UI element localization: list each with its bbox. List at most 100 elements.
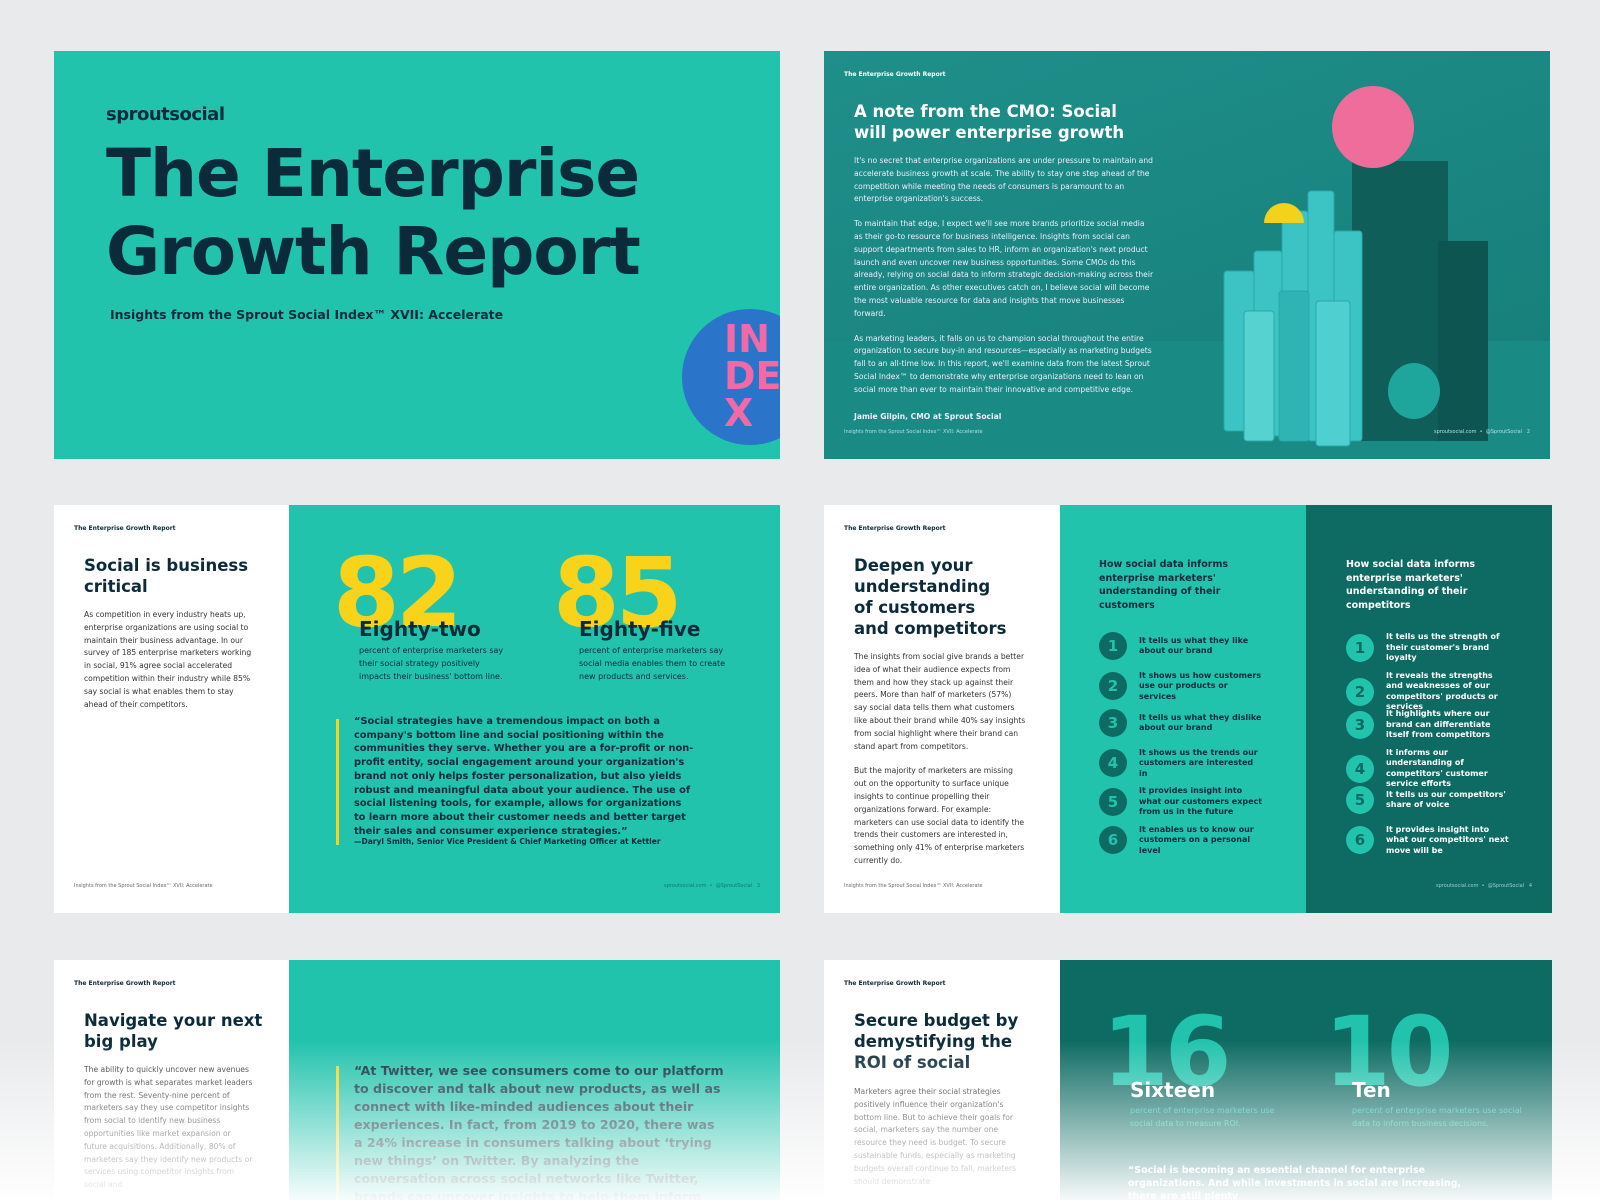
list-item: 2 It shows us how customers use our produ…: [1099, 671, 1264, 703]
item-number: 6: [1099, 826, 1127, 855]
quote: “Social is becoming an essential channel…: [1128, 1165, 1462, 1200]
stat-word: Eighty-two: [359, 617, 481, 641]
badge-line: DE: [724, 354, 780, 398]
item-number: 2: [1099, 672, 1127, 701]
cmo-page: The Enterprise Growth Report A note from…: [824, 51, 1550, 459]
page-header: The Enterprise Growth Report: [74, 980, 176, 987]
signature: Jamie Gilpin, CMO at Sprout Social: [854, 411, 1002, 421]
list-item: 6 It enables us to know our customers on …: [1099, 825, 1264, 857]
stat-panel: 82 Eighty-two percent of enterprise mark…: [289, 505, 780, 913]
illustration: [824, 86, 1550, 459]
list-item: 3 It highlights where our brand can diffe…: [1346, 709, 1511, 741]
attribution: —Daryl Smith, Senior Vice President & Ch…: [354, 837, 661, 846]
footer-right: sproutsocial.com • @SproutSocial 2: [1434, 429, 1530, 435]
item-text: It reveals the strengths and weaknesses …: [1386, 670, 1498, 712]
quote: “Social strategies have a tremendous imp…: [354, 716, 694, 837]
budget-page: The Enterprise Growth Report Secure budg…: [824, 960, 1552, 1200]
page-title: Secure budget by demystifying the ROI of…: [854, 1011, 1019, 1072]
item-number: 5: [1099, 787, 1127, 816]
quote: “At Twitter, we see consumers come to ou…: [354, 1063, 724, 1200]
item-number: 5: [1346, 786, 1374, 814]
list-item: 6 It provides insight into what our compe…: [1346, 825, 1511, 857]
list-item: 3 It tells us what they dislike about our…: [1099, 709, 1264, 737]
paragraph: But the majority of marketers are missin…: [854, 766, 1025, 865]
item-text: It provides insight into what our custom…: [1139, 786, 1263, 816]
stat-desc: percent of enterprise marketers use soci…: [1130, 1106, 1275, 1128]
stat-number: 85: [553, 537, 683, 649]
page-title: Social is business critical: [84, 556, 249, 596]
stat-word: Eighty-five: [579, 617, 701, 641]
item-number: 4: [1346, 754, 1374, 783]
body-text: As competition in every industry heats u…: [84, 610, 252, 709]
item-number: 4: [1099, 749, 1127, 778]
item-text: It tells us the strength of their custom…: [1386, 632, 1500, 662]
badge: [682, 309, 780, 445]
item-text: It shows us the trends our customers are…: [1139, 747, 1258, 778]
paragraph: As marketing leaders, it falls on us to …: [854, 333, 1152, 394]
page-title: A note from the CMO: Social will power e…: [854, 102, 1125, 142]
list-item: 2 It reveals the strengths and weaknesses…: [1346, 671, 1511, 713]
list-item: 5 It tells us our competitors' share of v…: [1346, 786, 1511, 814]
badge-text: IN DE X: [724, 320, 780, 435]
body-text: Marketers agree their social strategies …: [854, 1087, 1017, 1186]
column-heading: How social data informs enterprise marke…: [1099, 559, 1228, 611]
paragraphs: It's no secret that enterprise organizat…: [854, 155, 1154, 423]
list-item: 1 It tells us what they like about our br…: [1099, 632, 1264, 660]
page-title: Navigate your next big play: [84, 1011, 263, 1051]
footer-right: sproutsocial.com • @SproutSocial 4: [1436, 883, 1532, 889]
list-item: 4 It shows us the trends our customers ar…: [1099, 748, 1264, 780]
item-text: It enables us to know our customers on a…: [1139, 824, 1254, 855]
page-title: Deepen your understanding of customers a…: [854, 556, 1007, 638]
paragraph: To maintain that edge, I expect we'll se…: [854, 219, 1154, 318]
item-text: It tells us what they dislike about our …: [1139, 712, 1262, 733]
cover-page: sproutsocial The Enterprise Growth Report…: [54, 51, 780, 459]
stat-panel: 16 Sixteen percent of enterprise markete…: [1060, 960, 1552, 1200]
item-text: It informs our understanding of competit…: [1386, 747, 1488, 789]
page-header: The Enterprise Growth Report: [844, 525, 946, 532]
column-heading: How social data informs enterprise marke…: [1346, 559, 1475, 611]
list-item: 5 It provides insight into what our custo…: [1099, 786, 1264, 818]
footer-left: Insights from the Sprout Social Index™ X…: [74, 883, 213, 889]
item-number: 1: [1099, 632, 1127, 660]
footer-right: sproutsocial.com • @SproutSocial 3: [664, 883, 760, 889]
paragraph: The insights from social give brands a b…: [854, 652, 1026, 751]
stat-word: Ten: [1352, 1078, 1391, 1102]
quote-bar: [336, 1066, 339, 1200]
stat-number: 82: [333, 537, 463, 649]
brand: sproutsocial: [106, 104, 225, 125]
item-text: It tells us what they like about our bra…: [1139, 635, 1249, 656]
page-header: The Enterprise Growth Report: [844, 980, 946, 987]
badge-line: X: [724, 391, 754, 435]
item-text: It shows us how customers use our produc…: [1139, 670, 1262, 701]
deepen-page: The Enterprise Growth Report Deepen your…: [824, 505, 1552, 913]
list-item: 1 It tells us the strength of their custo…: [1346, 632, 1511, 664]
quote-bar: [336, 719, 339, 845]
body-text: The ability to quickly uncover new avenu…: [84, 1065, 253, 1190]
item-text: It tells us our competitors' share of vo…: [1386, 789, 1506, 810]
title-line: Growth Report: [106, 213, 641, 290]
footer-left: Insights from the Sprout Social Index™ X…: [844, 883, 983, 889]
footer-left: Insights from the Sprout Social Index™ X…: [844, 429, 983, 435]
item-text: It highlights where our brand can differ…: [1386, 709, 1491, 739]
paragraph: It's no secret that enterprise organizat…: [854, 156, 1153, 204]
item-number: 3: [1099, 709, 1127, 737]
item-number: 6: [1346, 826, 1374, 855]
critical-page: The Enterprise Growth Report Social is b…: [54, 505, 780, 913]
paragraphs: The insights from social give brands a b…: [854, 651, 1026, 868]
list-item: 4 It informs our understanding of competi…: [1346, 748, 1511, 790]
item-text: It provides insight into what our compet…: [1386, 824, 1509, 855]
stat-desc: percent of enterprise marketers say soci…: [579, 646, 726, 681]
item-number: 2: [1346, 677, 1374, 706]
item-number: 1: [1346, 633, 1374, 662]
page-header: The Enterprise Growth Report: [74, 525, 176, 532]
cover-subtitle: Insights from the Sprout Social Index™ X…: [110, 307, 504, 322]
next-play-page: The Enterprise Growth Report Navigate yo…: [54, 960, 780, 1200]
badge-line: IN: [724, 317, 770, 361]
page-header: The Enterprise Growth Report: [844, 71, 946, 78]
stat-desc: percent of enterprise marketers use soci…: [1352, 1106, 1522, 1128]
cover-title: The Enterprise Growth Report: [106, 135, 641, 291]
quote-panel: “At Twitter, we see consumers come to ou…: [289, 960, 780, 1200]
stat-desc: percent of enterprise marketers say thei…: [359, 646, 504, 681]
stat-word: Sixteen: [1130, 1078, 1216, 1102]
